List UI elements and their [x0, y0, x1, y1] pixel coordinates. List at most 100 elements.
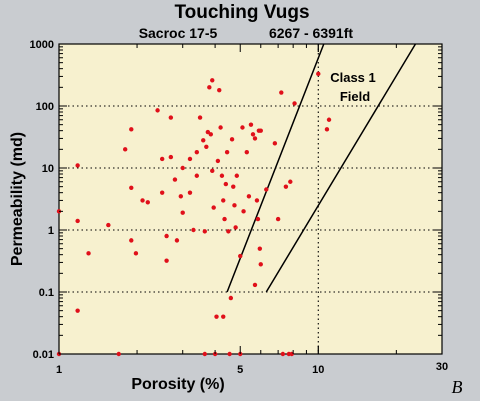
data-point: [204, 144, 209, 149]
x-tick-label: 1: [56, 364, 62, 376]
data-point: [145, 200, 150, 205]
data-point: [255, 216, 261, 222]
data-point: [129, 127, 134, 132]
data-point: [75, 308, 80, 313]
data-point: [221, 198, 226, 203]
chart-title: Touching Vugs: [174, 2, 309, 23]
data-point: [226, 229, 231, 234]
data-point: [244, 149, 249, 155]
data-point: [326, 117, 332, 122]
x-tick-label: 10: [312, 364, 324, 376]
data-point: [174, 238, 180, 243]
data-point: [231, 184, 236, 189]
data-point: [159, 190, 165, 195]
data-point: [129, 185, 134, 190]
data-point: [227, 351, 232, 357]
data-point: [275, 216, 281, 222]
data-point: [272, 141, 278, 146]
data-point: [122, 147, 128, 152]
data-point: [191, 227, 196, 233]
y-tick-label: 1: [48, 225, 54, 237]
data-point: [280, 351, 286, 357]
data-point: [292, 101, 297, 106]
x-tick-label: 5: [237, 364, 243, 376]
data-point: [250, 132, 256, 137]
data-point: [228, 295, 234, 301]
grid: [59, 44, 442, 354]
plot-frame: [58, 43, 443, 355]
data-point: [207, 85, 212, 90]
data-point: [129, 238, 134, 243]
data-point: [202, 229, 207, 234]
frame-border: [58, 43, 443, 355]
field-boundary-line: [226, 43, 325, 293]
data-point: [187, 190, 193, 195]
data-point: [168, 154, 174, 160]
data-point: [279, 90, 284, 95]
data-point: [316, 71, 321, 77]
data-point: [215, 158, 221, 164]
data-point: [155, 108, 160, 113]
data-point: [159, 156, 165, 162]
data-point: [187, 156, 193, 162]
data-point: [238, 253, 243, 259]
y-tick-label: 0.1: [39, 287, 54, 299]
data-point: [210, 78, 215, 83]
data-point: [288, 179, 293, 184]
data-point: [252, 282, 258, 288]
data-point: [75, 218, 80, 224]
y-axis-label: Permeability (md): [9, 132, 26, 266]
data-point: [106, 222, 111, 228]
data-point: [208, 132, 214, 137]
data-point: [233, 225, 238, 230]
y-tick-label: 0.01: [33, 349, 54, 361]
data-point: [210, 168, 215, 174]
data-point: [217, 87, 222, 93]
data-point: [201, 138, 206, 143]
data-point: [75, 163, 80, 168]
data-points: [56, 71, 332, 357]
data-point: [164, 258, 169, 263]
data-point: [258, 128, 263, 133]
data-point: [283, 184, 289, 189]
chart-subtitle-depth: 6267 - 6391ft: [269, 25, 353, 41]
data-point: [258, 262, 263, 267]
plot-area: [59, 44, 442, 354]
data-point: [194, 173, 200, 178]
data-point: [202, 351, 207, 357]
data-point: [257, 246, 263, 251]
data-point: [172, 177, 178, 182]
data-point: [116, 351, 121, 357]
data-point: [140, 198, 145, 203]
y-tick-label: 1000: [30, 39, 54, 51]
data-point: [222, 216, 227, 222]
axis-ticks: 0.01 0.1 1 10 100 1000 1 5 10 30: [30, 39, 449, 376]
data-point: [252, 136, 258, 141]
data-point: [133, 251, 139, 256]
data-point: [223, 181, 229, 187]
data-point: [254, 198, 260, 203]
data-point: [248, 122, 254, 127]
field-label: Field: [340, 89, 370, 104]
class-1-field-lines: [226, 43, 417, 293]
data-point: [246, 194, 252, 199]
data-point: [214, 314, 219, 319]
data-point: [194, 149, 200, 155]
data-point: [178, 194, 184, 199]
chart-subtitle-well: Sacroc 17-5: [139, 25, 218, 41]
x-tick-label: 30: [436, 361, 448, 373]
data-point: [197, 115, 203, 120]
data-point: [232, 203, 237, 208]
data-point: [224, 149, 230, 155]
x-axis-label: Porosity (%): [131, 376, 224, 393]
data-point: [164, 233, 169, 239]
data-point: [324, 127, 330, 132]
y-tick-label: 100: [36, 101, 54, 113]
data-point: [86, 251, 91, 256]
data-point: [219, 173, 225, 178]
data-point: [264, 187, 269, 192]
data-point: [168, 115, 174, 120]
data-point: [240, 125, 245, 130]
data-point: [241, 209, 246, 214]
